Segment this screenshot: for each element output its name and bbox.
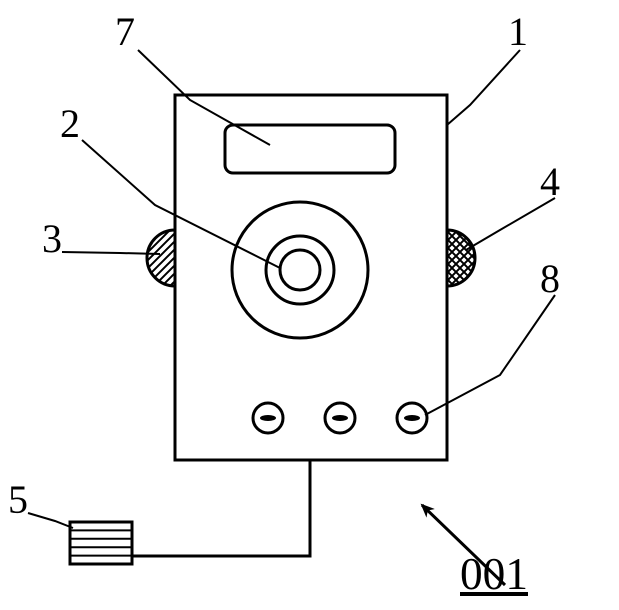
callout-line-3 bbox=[62, 252, 160, 254]
cable bbox=[120, 460, 310, 556]
small-button-slot-2 bbox=[332, 415, 348, 421]
callout-label-3: 3 bbox=[42, 215, 62, 262]
callout-label-1: 1 bbox=[508, 8, 528, 55]
callout-line-5 bbox=[28, 513, 73, 528]
small-button-slot-3 bbox=[404, 415, 420, 421]
callout-line-1 bbox=[447, 50, 520, 125]
callout-label-5: 5 bbox=[8, 476, 28, 523]
callout-label-2: 2 bbox=[60, 100, 80, 147]
figure-id-label: 001 bbox=[460, 548, 528, 600]
callout-label-4: 4 bbox=[540, 158, 560, 205]
callout-label-8: 8 bbox=[540, 255, 560, 302]
plug bbox=[70, 522, 132, 564]
small-button-slot-1 bbox=[260, 415, 276, 421]
callout-label-7: 7 bbox=[115, 8, 135, 55]
callout-line-4 bbox=[466, 198, 555, 250]
